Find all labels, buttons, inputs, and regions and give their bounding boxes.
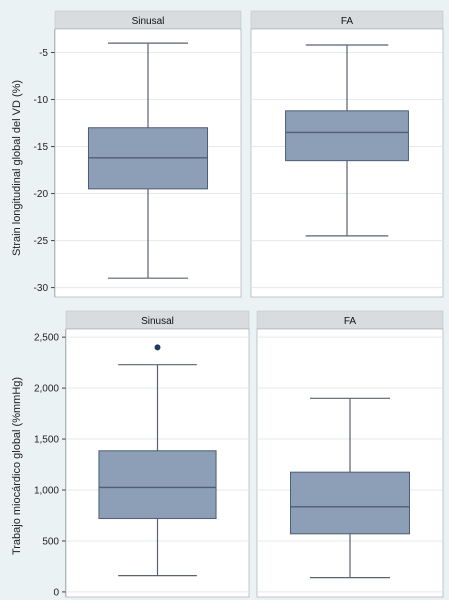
y-tick-label: -25 [34,236,49,247]
panel-fa-top: FA [250,10,444,298]
box-iqr [285,110,409,162]
y-tick-label: 500 [42,536,59,547]
y-tick-label: -5 [39,48,48,59]
y-tick-label: 1,000 [34,486,59,497]
panel-fa-bottom: FA [256,310,444,598]
y-tick-label: 2,500 [34,333,59,344]
y-tick-label: -15 [34,142,49,153]
y-axis-label-bottom: Trabajo miocárdico global (%mmHg) [11,377,23,555]
strip-label-sinusal-bottom: Sinusal [141,316,174,327]
strip-label-fa-bottom: FA [344,316,357,327]
strip-label-fa-top: FA [341,16,354,27]
boxplot-fa-bottom [289,397,411,579]
outlier-point [154,344,161,351]
chart-top: Strain longitudinal global del VD (%) -5… [11,10,444,298]
chart-bottom: Trabajo miocárdico global (%mmHg) 0 500 1,… [11,310,444,598]
strip-label-sinusal-top: Sinusal [132,16,165,27]
y-tick-label: 0 [53,587,59,598]
y-tick-label: 1,500 [34,435,59,446]
y-axis-label-top: Strain longitudinal global del VD (%) [11,80,23,256]
boxplot-sinusal-top [87,42,209,279]
boxplot-fa-top [285,44,409,237]
panel-sinusal-bottom: Sinusal [65,310,250,598]
box-iqr [98,450,217,520]
y-tick-label: -10 [34,95,49,106]
box-iqr [289,471,411,535]
y-tick-label: -20 [34,189,49,200]
panel-sinusal-top: Sinusal [54,10,242,298]
boxplot-sinusal-bottom [98,344,217,577]
y-tick-label: 2,000 [34,384,59,395]
y-tick-label: -30 [34,283,49,294]
